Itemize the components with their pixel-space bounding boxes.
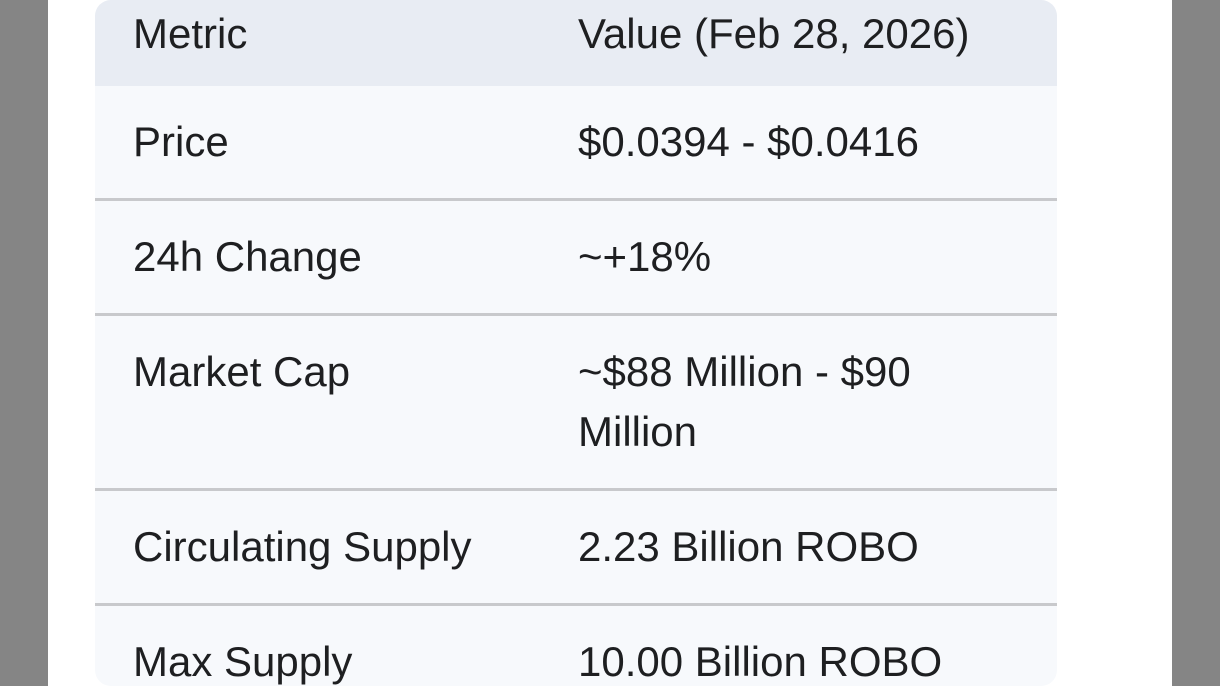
table-row: Price $0.0394 - $0.0416 — [95, 86, 1057, 198]
metrics-table-card: Metric Value (Feb 28, 2026) Price $0.039… — [95, 0, 1057, 686]
header-cell-metric: Metric — [95, 0, 540, 86]
metric-cell: Max Supply — [95, 603, 540, 686]
table-header-row: Metric Value (Feb 28, 2026) — [95, 0, 1057, 86]
table-row: 24h Change ~+18% — [95, 198, 1057, 313]
value-cell: $0.0394 - $0.0416 — [578, 118, 919, 165]
value-cell: 2.23 Billion ROBO — [540, 488, 1057, 603]
metric-cell: 24h Change — [95, 198, 540, 313]
value-cell: ~$88 Million - $90 Million — [540, 313, 1057, 488]
metric-cell: Market Cap — [95, 313, 540, 488]
value-cell: 10.00 Billion ROBO — [540, 603, 1057, 686]
metrics-table: Metric Value (Feb 28, 2026) Price $0.039… — [95, 0, 1057, 686]
value-cell: ~+18% — [540, 198, 1057, 313]
right-gutter-bar — [1172, 0, 1220, 686]
metric-cell: Circulating Supply — [95, 488, 540, 603]
table-row: Market Cap ~$88 Million - $90 Million — [95, 313, 1057, 488]
left-gutter-bar — [0, 0, 48, 686]
header-cell-value: Value (Feb 28, 2026) — [540, 0, 1057, 86]
metric-cell: Price — [133, 118, 229, 165]
table-row: Circulating Supply 2.23 Billion ROBO — [95, 488, 1057, 603]
table-row: Max Supply 10.00 Billion ROBO — [95, 603, 1057, 686]
